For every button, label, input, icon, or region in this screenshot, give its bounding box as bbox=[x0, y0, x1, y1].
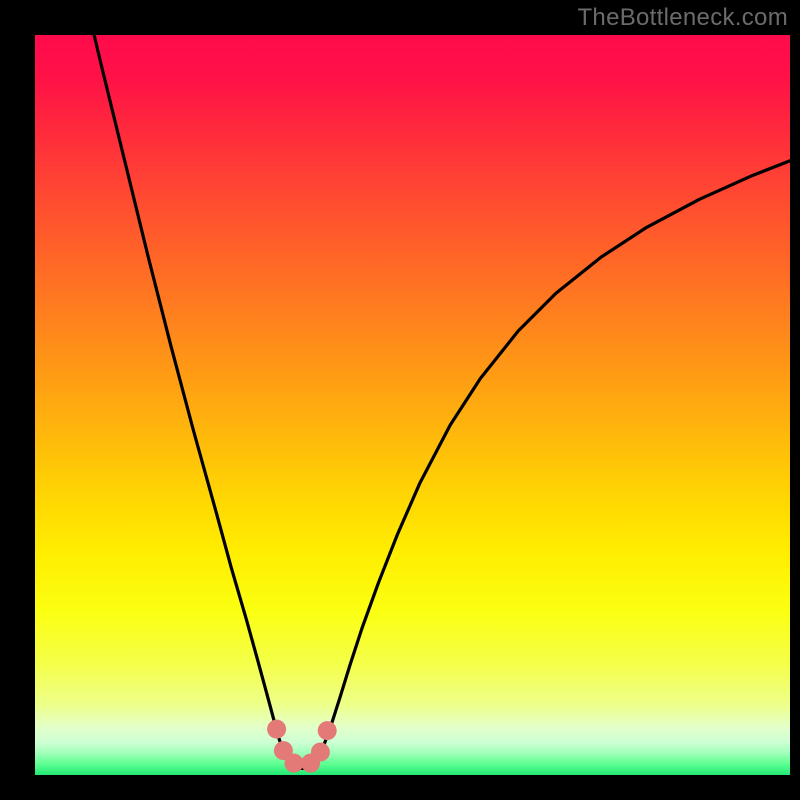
plot-area bbox=[35, 35, 790, 775]
data-marker bbox=[311, 743, 330, 762]
gradient-background bbox=[35, 35, 790, 775]
data-marker bbox=[284, 754, 303, 773]
data-marker bbox=[318, 721, 337, 740]
chart-svg bbox=[35, 35, 790, 775]
watermark: TheBottleneck.com bbox=[577, 4, 788, 32]
data-marker bbox=[267, 720, 286, 739]
